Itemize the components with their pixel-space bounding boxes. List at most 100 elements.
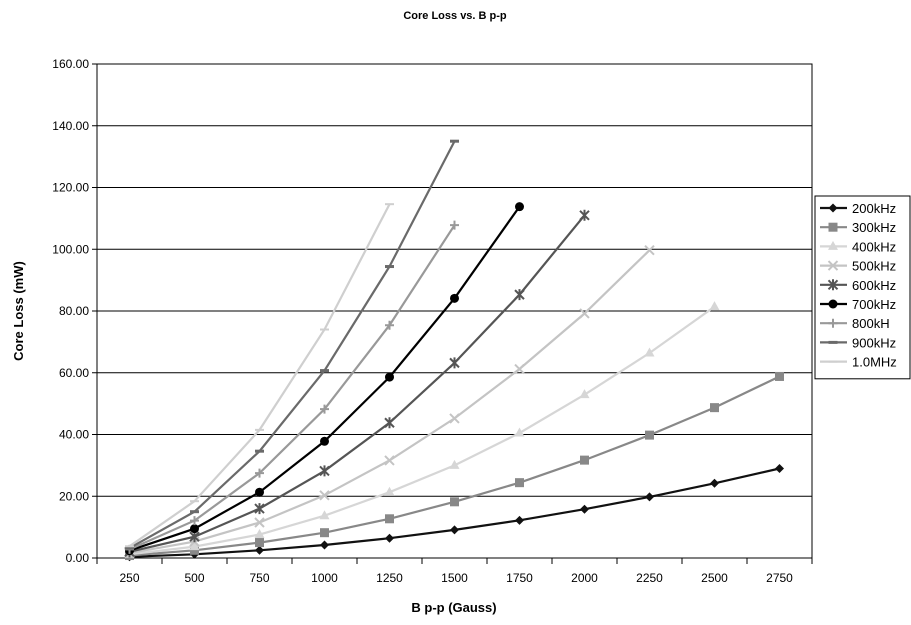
legend-label: 700kHz [852,297,896,312]
data-point-marker [319,490,330,501]
data-point-marker [515,515,524,525]
x-tick-label: 1250 [376,571,403,585]
y-tick-label: 20.00 [59,489,89,503]
data-point-marker [515,202,524,212]
data-point-marker [514,363,525,375]
series-lines [124,139,784,562]
data-point-marker [190,516,199,526]
data-point-marker [320,528,329,538]
x-tick-label: 2000 [571,571,598,585]
data-point-marker [255,538,264,548]
data-point-marker [710,478,719,488]
data-point-marker [579,308,590,319]
data-point-marker [709,301,720,311]
series-line [129,224,456,551]
data-point-marker [580,455,589,465]
legend-label: 300kHz [852,220,896,235]
data-point-marker [385,320,394,330]
data-point-marker [450,220,459,230]
data-point-marker [254,529,265,539]
x-axis-label: B p-p (Gauss) [411,600,496,615]
data-point-marker [828,318,838,328]
data-point-marker [644,244,655,256]
legend-label: 600kHz [852,278,896,293]
data-point-marker [514,427,525,437]
legend-label: 900kHz [852,335,896,350]
x-tick-label: 250 [119,571,139,585]
legend-label: 200kHz [852,201,896,216]
data-point-marker [449,459,460,469]
data-point-marker [449,413,460,424]
y-tick-label: 80.00 [59,304,89,318]
legend-item: 200kHz [820,201,896,216]
data-point-marker [710,403,719,413]
x-tick-label: 1500 [441,571,468,585]
data-point-marker [644,347,655,357]
data-point-marker [385,514,394,524]
data-point-marker [254,503,265,515]
legend-label: 500kHz [852,259,896,274]
x-tick-label: 500 [184,571,204,585]
x-tick-label: 2250 [636,571,663,585]
data-point-marker [828,240,838,250]
data-point-marker [645,492,654,502]
data-point-marker [645,430,654,440]
data-point-marker [385,372,394,382]
x-tick-label: 2750 [766,571,793,585]
data-point-marker [255,468,264,478]
data-point-marker [254,517,265,528]
data-point-marker [320,404,329,414]
legend-item: 900kHz [820,335,896,350]
x-tick-label: 1750 [506,571,533,585]
data-point-marker [450,497,459,507]
series-1.0MHz [125,203,394,548]
series-300kHz [125,371,784,561]
data-point-marker [514,289,525,301]
y-tick-label: 120.00 [52,181,89,195]
data-point-marker [320,436,329,446]
series-line [129,214,586,553]
legend-item: 800kH [820,316,890,331]
data-point-marker [255,487,264,497]
series-800kH [125,220,459,554]
series-400kHz [124,301,720,558]
series-line [129,305,716,556]
series-700kHz [125,202,524,556]
chart-title: Core Loss vs. B p-p [403,10,507,22]
gridlines [97,63,812,497]
data-point-marker [828,222,838,232]
data-point-marker [320,540,329,550]
legend: 200kHz 300kHz 400kHz 500kHz 600kHz 700kHz 800k… [814,195,911,380]
data-point-marker [775,371,784,381]
data-point-marker [190,545,199,555]
legend-item: 300kHz [820,220,896,235]
x-tick-label: 750 [249,571,269,585]
data-point-marker [450,293,459,303]
data-point-marker [450,525,459,535]
data-point-marker [579,389,590,399]
y-tick-label: 40.00 [59,428,89,442]
data-point-marker [319,510,330,520]
data-point-marker [827,260,839,271]
legend-label: 800kH [852,316,890,331]
data-point-marker [775,463,784,473]
legend-item: 400kHz [820,239,896,254]
data-point-marker [449,357,460,369]
data-point-marker [189,541,200,551]
data-point-marker [385,533,394,543]
data-point-marker [828,299,838,309]
data-point-marker [828,203,838,213]
series-line [128,140,456,550]
axes: 0.00 20.00 40.00 60.00 80.00 100.00 120.00 140.… [52,57,813,585]
data-point-marker [580,504,589,514]
data-point-marker [255,545,264,555]
data-point-marker [319,465,330,477]
y-tick-label: 140.00 [52,119,89,133]
legend-item: 1.0MHz [820,355,897,370]
y-tick-label: 0.00 [66,551,90,565]
y-axis-label: Core Loss (mW) [11,261,26,361]
legend-item: 600kHz [820,278,896,293]
y-tick-label: 60.00 [59,366,89,380]
